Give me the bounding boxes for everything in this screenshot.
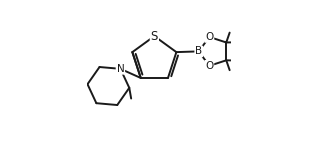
Text: N: N bbox=[116, 64, 124, 74]
Text: B: B bbox=[195, 46, 202, 56]
Text: S: S bbox=[151, 30, 158, 43]
Text: O: O bbox=[205, 32, 213, 42]
Text: O: O bbox=[205, 61, 213, 71]
